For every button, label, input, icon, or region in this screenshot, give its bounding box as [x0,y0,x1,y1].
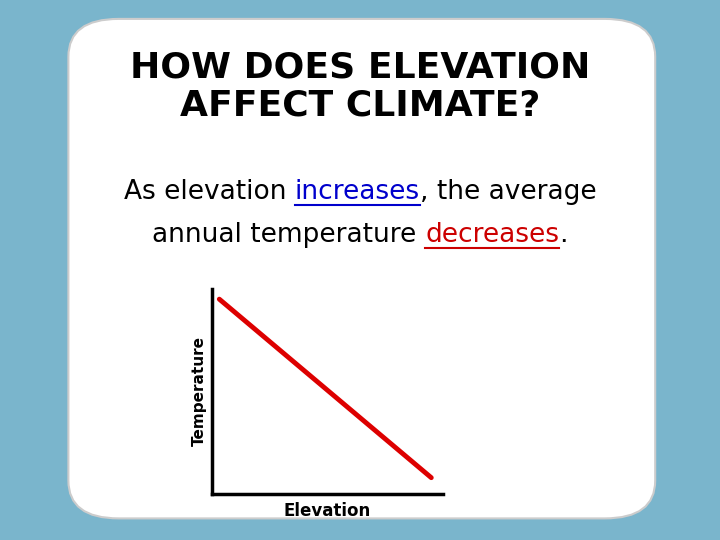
Text: .: . [559,222,567,248]
Text: increases: increases [294,179,420,205]
FancyBboxPatch shape [68,19,655,518]
Text: HOW DOES ELEVATION: HOW DOES ELEVATION [130,51,590,84]
Text: annual temperature: annual temperature [153,222,425,248]
Y-axis label: Temperature: Temperature [192,336,207,447]
Text: decreases: decreases [425,222,559,248]
Text: , the average: , the average [420,179,596,205]
Text: As elevation: As elevation [124,179,294,205]
Text: AFFECT CLIMATE?: AFFECT CLIMATE? [180,89,540,122]
X-axis label: Elevation: Elevation [284,502,372,521]
